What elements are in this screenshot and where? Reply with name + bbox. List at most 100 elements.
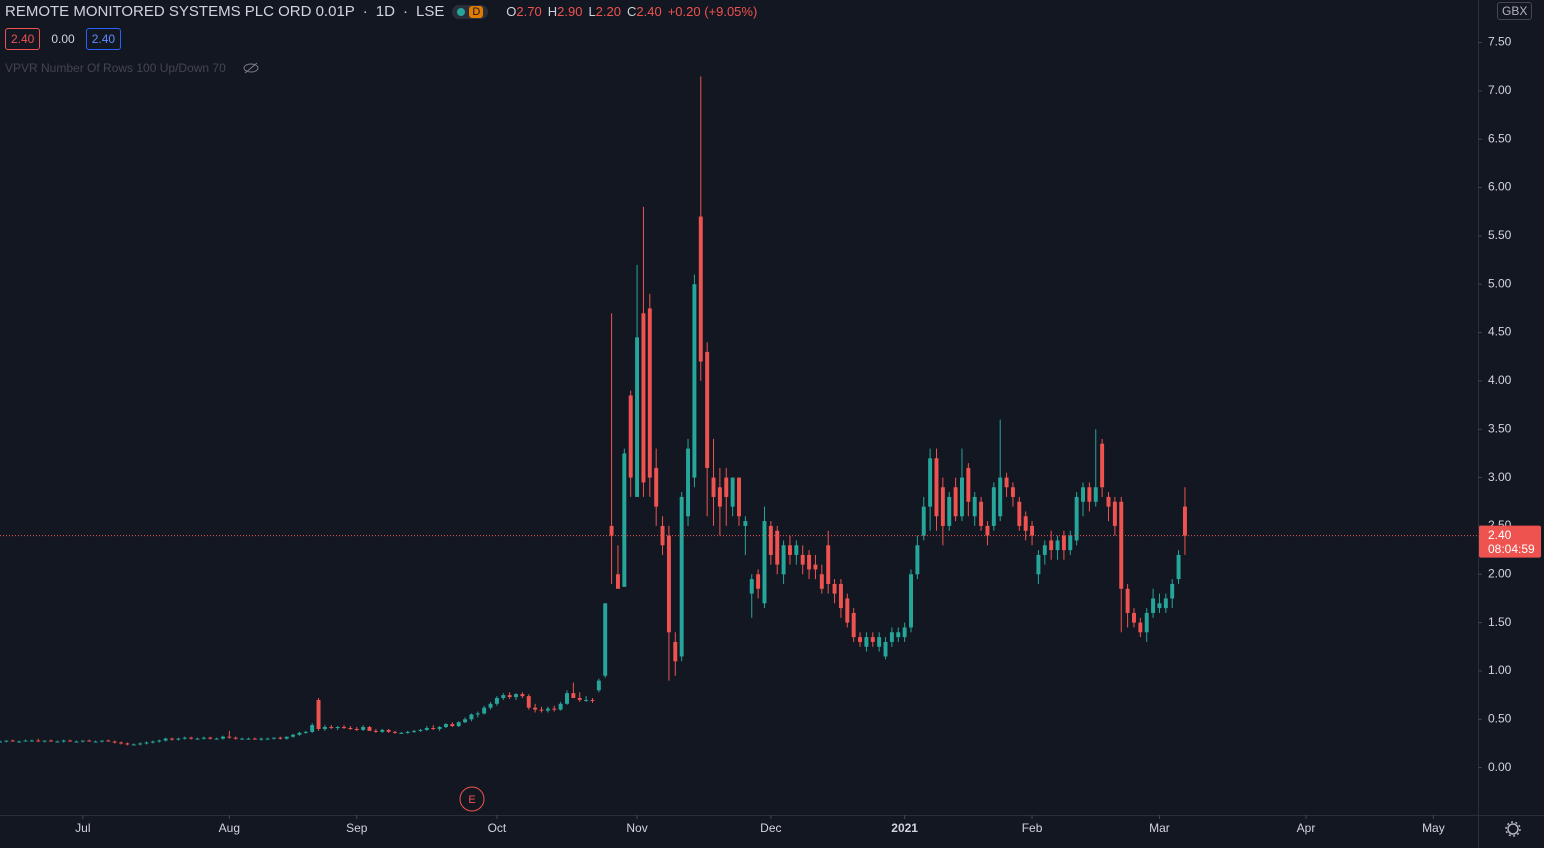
candle-body (1151, 598, 1156, 613)
eye (243, 63, 259, 73)
candle-body (877, 637, 882, 647)
candle-body (201, 737, 206, 739)
candle-body (55, 741, 60, 743)
candle-body (1049, 540, 1054, 551)
y-tick-label: 7.50 (1488, 35, 1512, 49)
candle-body (953, 487, 958, 517)
candle-body (1036, 554, 1041, 575)
candle-body (1030, 525, 1035, 536)
candle-body (494, 698, 499, 704)
separator: · (402, 3, 408, 20)
candle-body (119, 742, 124, 744)
candle-body (813, 564, 818, 570)
candle-body (488, 703, 493, 708)
candle-body (36, 740, 41, 742)
candle-body (673, 641, 678, 662)
candle-body (947, 496, 952, 526)
candle-body (666, 535, 671, 633)
candle-body (412, 730, 417, 732)
candle-body (367, 727, 372, 731)
candle-body (603, 603, 608, 676)
hide-icon[interactable] (243, 62, 259, 74)
legend-key: L (588, 4, 596, 19)
event-marker[interactable]: E (468, 794, 475, 806)
candle-body (654, 467, 659, 507)
x-tick-label: Feb (1022, 821, 1043, 835)
candle-body (692, 284, 697, 478)
legend-key: C (626, 4, 637, 19)
interval[interactable]: 1D (375, 3, 395, 20)
candle-body (590, 699, 595, 701)
candle-body (1010, 487, 1015, 497)
y-tick-label: 5.00 (1488, 276, 1512, 290)
candle-body (150, 741, 155, 743)
candle-body (552, 708, 557, 710)
status-badge: D (452, 4, 489, 19)
indicator-label[interactable]: VPVR Number Of Rows 100 Up/Down 70 (5, 60, 259, 75)
candle-body (628, 395, 633, 478)
gear[interactable] (1507, 823, 1519, 835)
event-marker-circle[interactable] (459, 786, 485, 812)
candle-body (826, 545, 831, 584)
candle-body (1100, 443, 1105, 488)
candle-body (864, 637, 869, 647)
candle-body (514, 694, 519, 698)
candle-body (4, 740, 9, 742)
candle-body (775, 530, 780, 565)
legend-item: L2.20 (588, 4, 621, 19)
y-tick-label: 3.00 (1488, 470, 1512, 484)
currency[interactable]: GBX (1497, 2, 1533, 20)
last-price-label: 2.40 (1488, 528, 1512, 542)
x-tick-label: Apr (1297, 821, 1316, 835)
candle-body (138, 743, 143, 745)
candle-body (1106, 496, 1111, 507)
candle-body (660, 525, 665, 546)
candle-body (80, 740, 85, 742)
candle-body (386, 729, 391, 732)
y-tick-label: 0.50 (1488, 711, 1512, 725)
candle-body (1081, 487, 1085, 502)
candle-body (246, 738, 251, 740)
trade-button[interactable]: 2.40 (5, 28, 41, 50)
candle-body (717, 487, 722, 507)
candle-body (1125, 588, 1130, 613)
candle-body (348, 727, 353, 729)
candle-body (1087, 487, 1092, 502)
legend-value: 2.40 (636, 4, 662, 19)
candle-body (972, 496, 977, 517)
candle-body (501, 695, 506, 699)
candle-body (456, 722, 461, 727)
candle-body (68, 740, 73, 742)
candle-body (615, 574, 620, 589)
candle-body (737, 477, 741, 517)
candle-body (679, 496, 684, 657)
candle-body (921, 506, 926, 536)
delay-badge: D (469, 5, 484, 18)
status-dot (457, 7, 466, 16)
candle-body (756, 574, 761, 589)
candle-body (698, 216, 703, 362)
candle-body (0, 741, 2, 743)
candle-body (284, 736, 289, 739)
x-tick-label: Mar (1149, 821, 1170, 835)
candle-body (252, 738, 257, 740)
gear-teeth[interactable] (1505, 821, 1521, 837)
candle-body (985, 525, 990, 536)
candle-body (1157, 603, 1162, 609)
candle-body (838, 583, 843, 609)
symbol-title[interactable]: REMOTE MONITORED SYSTEMS PLC ORD 0.01P (5, 3, 355, 20)
candle-body (724, 477, 729, 497)
candle-body (896, 632, 901, 638)
trade-button[interactable]: 2.40 (85, 28, 122, 50)
trade-buttons: 2.40 0.00 2.40 (5, 28, 122, 50)
candle-body (450, 724, 455, 727)
legend-value: 2.90 (557, 4, 583, 19)
candle-body (182, 737, 187, 739)
candle-body (768, 525, 773, 555)
candle-body (29, 740, 34, 742)
candle-body (220, 736, 225, 739)
candle-body (979, 501, 984, 526)
settings-icon[interactable] (1505, 821, 1521, 837)
